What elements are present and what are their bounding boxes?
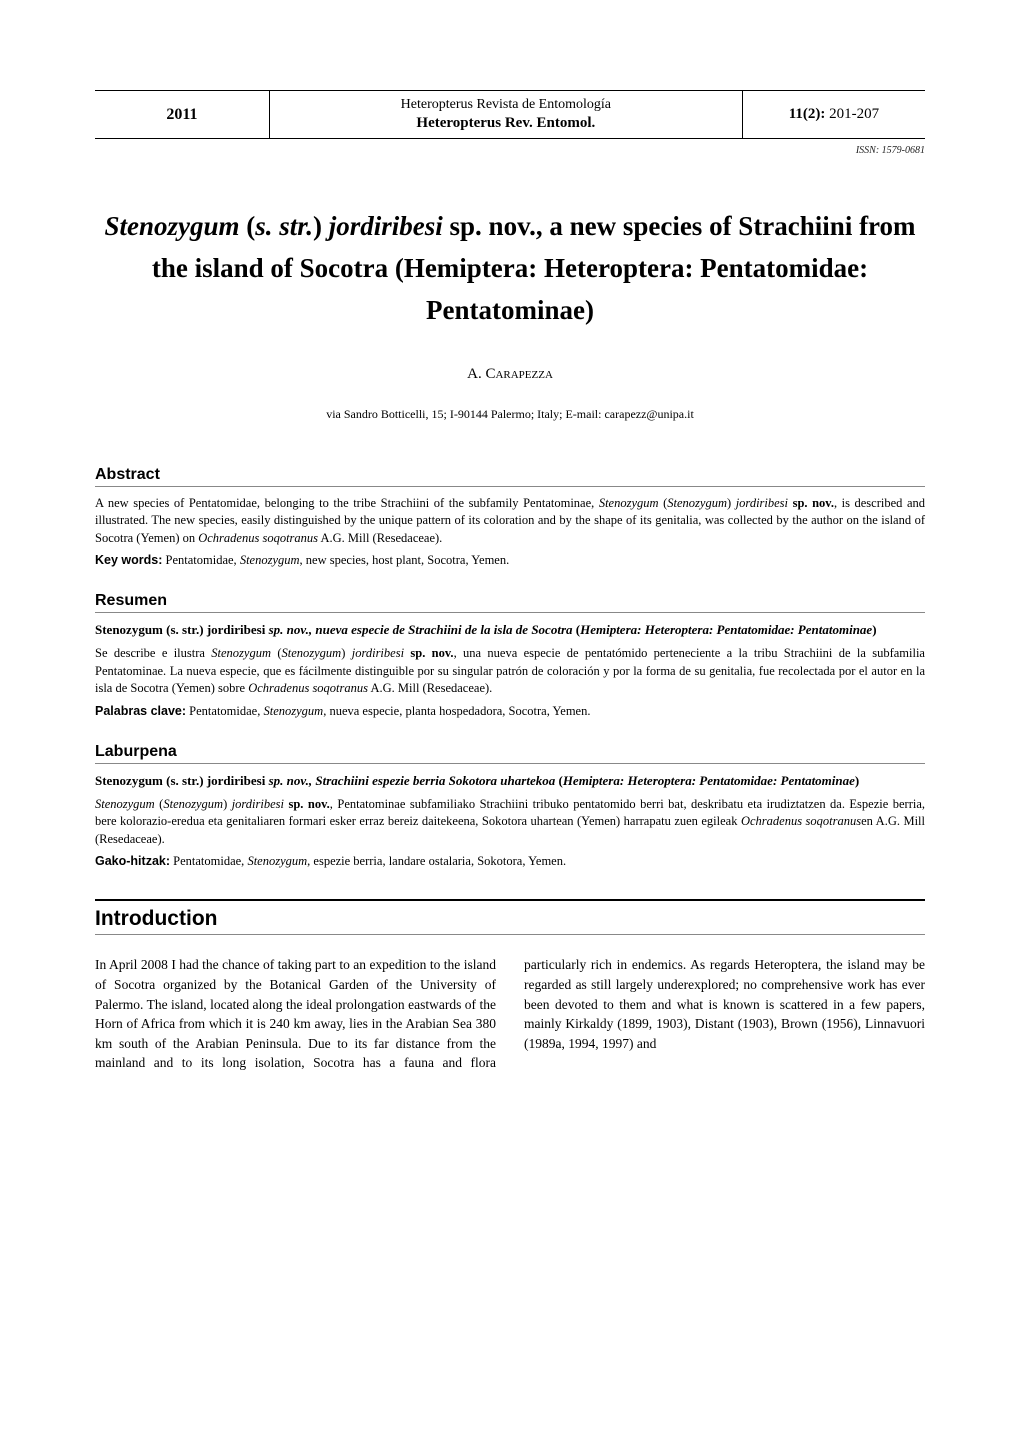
keywords-text-eu: Pentatomidae, Stenozygum, espezie berria… (170, 854, 566, 868)
keywords-label-en: Key words: (95, 553, 162, 567)
introduction-columns: In April 2008 I had the chance of taking… (95, 955, 925, 1072)
keywords-text-en: Pentatomidae, Stenozygum, new species, h… (162, 553, 509, 567)
resumen-body: Se describe e ilustra Stenozygum (Stenoz… (95, 645, 925, 698)
year: 2011 (166, 106, 197, 123)
author-name: A. Carapezza (95, 366, 925, 383)
laburpena-block: Laburpena Stenozygum (s. str.) jordiribe… (95, 743, 925, 870)
journal-header-table: 2011 Heteropterus Revista de Entomología… (95, 90, 925, 139)
abstract-body: A new species of Pentatomidae, belonging… (95, 495, 925, 548)
resumen-title: Stenozygum (s. str.) jordiribesi sp. nov… (95, 621, 925, 639)
year-cell: 2011 (95, 91, 269, 139)
laburpena-title: Stenozygum (s. str.) jordiribesi sp. nov… (95, 772, 925, 790)
issn-line: ISSN: 1579-0681 (95, 145, 925, 156)
resumen-keywords: Palabras clave: Pentatomidae, Stenozygum… (95, 704, 925, 719)
journal-abbrev-name: Heteropterus Rev. Entomol. (284, 115, 728, 132)
laburpena-label: Laburpena (95, 743, 925, 764)
keywords-text-es: Pentatomidae, Stenozygum, nueva especie,… (186, 704, 590, 718)
abstract-block: Abstract A new species of Pentatomidae, … (95, 466, 925, 569)
laburpena-body: Stenozygum (Stenozygum) jordiribesi sp. … (95, 796, 925, 849)
introduction-heading: Introduction (95, 899, 925, 935)
volume-issue: 11(2): (789, 106, 826, 122)
author-affiliation: via Sandro Botticelli, 15; I-90144 Paler… (95, 407, 925, 422)
abstract-label: Abstract (95, 466, 925, 487)
article-title: Stenozygum (s. str.) jordiribesi sp. nov… (95, 206, 925, 332)
introduction-body: In April 2008 I had the chance of taking… (95, 955, 925, 1072)
keywords-label-es: Palabras clave: (95, 704, 186, 718)
resumen-label: Resumen (95, 592, 925, 613)
laburpena-keywords: Gako-hitzak: Pentatomidae, Stenozygum, e… (95, 854, 925, 869)
issue-cell: 11(2): 201-207 (742, 91, 925, 139)
journal-title-cell: Heteropterus Revista de Entomología Hete… (269, 91, 742, 139)
resumen-block: Resumen Stenozygum (s. str.) jordiribesi… (95, 592, 925, 719)
abstract-keywords: Key words: Pentatomidae, Stenozygum, new… (95, 553, 925, 568)
page-range: 201-207 (829, 106, 879, 122)
keywords-label-eu: Gako-hitzak: (95, 854, 170, 868)
journal-full-name: Heteropterus Revista de Entomología (284, 97, 728, 113)
